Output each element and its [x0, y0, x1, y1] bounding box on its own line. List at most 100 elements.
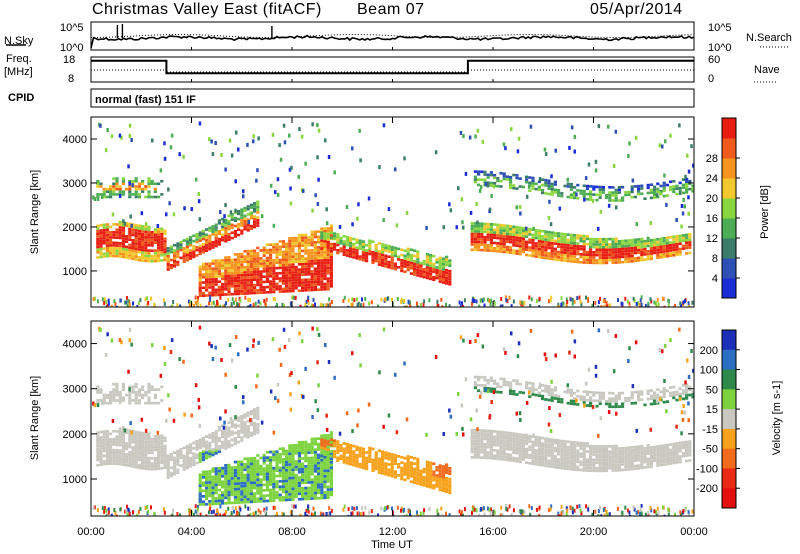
power-speck [591, 198, 595, 203]
power-cell [381, 256, 385, 259]
power-cell [310, 262, 314, 265]
power-cell [243, 279, 247, 282]
date-label: 05/Apr/2014 [590, 1, 683, 18]
power-speck [687, 301, 690, 306]
velocity-cell [259, 481, 263, 484]
power-cell [310, 235, 314, 239]
velocity-cell [285, 455, 289, 458]
velocity-cell [150, 437, 154, 441]
power-cell [473, 227, 477, 231]
velocity-cell [121, 433, 125, 437]
power-cell [342, 253, 346, 256]
power-cell [429, 277, 433, 281]
velocity-cell [489, 446, 493, 449]
velocity-cell [329, 485, 333, 488]
power-cell [448, 264, 452, 268]
velocity-cell [531, 448, 535, 452]
power-cell [233, 269, 237, 272]
power-speck [165, 212, 168, 217]
velocity-cell [144, 440, 148, 443]
velocity-cell [537, 447, 541, 450]
power-cell [640, 250, 644, 254]
velocity-cell [502, 377, 506, 381]
velocity-cell [99, 447, 103, 450]
power-cell [269, 251, 273, 254]
velocity-cell [166, 454, 170, 458]
power-cell [253, 286, 257, 289]
power-cell [153, 241, 157, 244]
power-cell [128, 193, 132, 196]
power-cell [198, 268, 202, 271]
power-speck [649, 297, 652, 302]
power-speck [279, 157, 283, 162]
power-cell [608, 253, 612, 257]
power-cell [589, 193, 593, 196]
velocity-cell [515, 440, 519, 444]
velocity-cell [537, 394, 541, 397]
power-cell [579, 192, 583, 195]
power-speck [361, 297, 363, 302]
velocity-cell [99, 388, 103, 391]
power-cell [525, 248, 529, 252]
power-cell [141, 248, 145, 252]
velocity-cell [317, 496, 321, 500]
velocity-cell [112, 391, 116, 394]
power-cell [141, 190, 145, 193]
power-cell [320, 259, 324, 262]
power-cell [121, 234, 125, 238]
velocity-cell [390, 474, 394, 478]
velocity-cell [249, 481, 253, 485]
velocity-cell [275, 461, 279, 464]
velocity-cell [275, 455, 279, 459]
power-cell [157, 259, 161, 263]
velocity-cell [230, 444, 234, 447]
power-cell [288, 245, 292, 248]
velocity-cell [323, 480, 327, 483]
power-cell [329, 277, 333, 280]
power-cell [377, 242, 381, 245]
power-cell [121, 177, 125, 180]
power-cell [643, 239, 647, 243]
velocity-cell [301, 486, 305, 490]
velocity-cell [502, 433, 506, 437]
velocity-cell [473, 450, 477, 454]
velocity-cell [294, 487, 298, 490]
velocity-cell [230, 471, 234, 475]
power-speck [169, 145, 173, 150]
velocity-cell [323, 455, 327, 459]
velocity-cell [326, 485, 330, 489]
velocity-cell [310, 494, 314, 498]
velocity-cell [489, 390, 493, 393]
velocity-cell [105, 396, 109, 400]
power-speck [478, 304, 481, 307]
velocity-cell [448, 483, 452, 486]
power-cell [432, 278, 436, 282]
power-cell [198, 286, 202, 290]
velocity-cell [109, 393, 113, 397]
velocity-cell [294, 473, 298, 477]
velocity-cell [416, 482, 420, 485]
cpid-label: CPID [8, 92, 34, 104]
power-cell [288, 282, 292, 285]
power-cell [246, 273, 250, 277]
velocity-cell [301, 492, 305, 495]
power-speck [475, 202, 478, 207]
power-cell [662, 181, 666, 185]
power-cell [448, 269, 452, 273]
power-cell [208, 280, 212, 284]
power-cell [352, 242, 356, 246]
power-cell [297, 239, 301, 242]
power-cell [109, 241, 113, 245]
power-cell [505, 175, 509, 178]
velocity-cell [105, 438, 109, 441]
power-cell [374, 246, 378, 250]
velocity-cell [205, 475, 209, 479]
power-cell [665, 194, 669, 197]
power-cell [326, 266, 330, 270]
velocity-cell [489, 437, 493, 441]
power-cell [643, 253, 647, 256]
power-cell [205, 265, 209, 268]
velocity-cell [489, 379, 493, 382]
power-cell [157, 238, 161, 242]
power-cell [537, 247, 541, 251]
